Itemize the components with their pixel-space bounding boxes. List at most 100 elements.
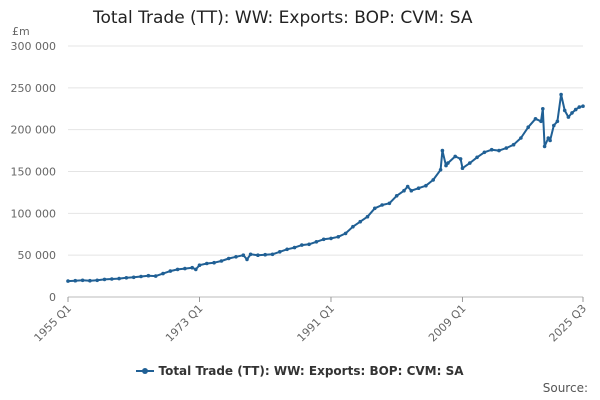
data-point[interactable] <box>314 240 319 244</box>
legend[interactable]: Total Trade (TT): WW: Exports: BOP: CVM:… <box>0 364 600 378</box>
data-point[interactable] <box>526 125 530 129</box>
data-point[interactable] <box>95 278 99 283</box>
data-point[interactable] <box>292 245 297 250</box>
y-axis: 0 50 000 100 000 150 000 200 000 250 000 300 0… <box>11 40 57 304</box>
data-point[interactable] <box>307 242 311 247</box>
data-point[interactable] <box>234 254 238 259</box>
data-point[interactable] <box>573 107 578 112</box>
data-point[interactable] <box>226 256 231 261</box>
data-point[interactable] <box>555 119 560 124</box>
data-point[interactable] <box>351 224 355 229</box>
y-tick-label: 250 000 <box>11 82 57 95</box>
data-point[interactable] <box>497 148 501 153</box>
data-point[interactable] <box>373 206 377 211</box>
data-point[interactable] <box>409 188 414 193</box>
data-point[interactable] <box>546 136 551 140</box>
data-point[interactable] <box>570 111 574 115</box>
x-tick-label: 1991 Q1 <box>295 302 338 345</box>
data-point[interactable] <box>245 257 249 262</box>
y-tick-label: 50 000 <box>18 249 57 262</box>
data-point[interactable] <box>80 278 85 283</box>
data-point[interactable] <box>542 144 547 149</box>
data-point[interactable] <box>336 235 341 239</box>
data-point[interactable] <box>468 161 472 165</box>
data-point[interactable] <box>548 138 552 143</box>
data-point[interactable] <box>552 123 556 128</box>
data-point[interactable] <box>241 253 246 257</box>
data-point[interactable] <box>343 231 348 236</box>
data-point[interactable] <box>219 259 224 263</box>
data-point[interactable] <box>444 163 448 168</box>
data-point[interactable] <box>183 266 187 271</box>
data-point[interactable] <box>416 186 421 190</box>
data-point[interactable] <box>285 247 289 252</box>
data-point[interactable] <box>460 166 465 170</box>
y-tick-label: 150 000 <box>11 166 57 179</box>
data-point[interactable] <box>424 183 428 188</box>
data-point[interactable] <box>533 117 538 121</box>
data-point[interactable] <box>581 104 585 108</box>
data-point[interactable] <box>194 267 198 272</box>
data-point[interactable] <box>278 250 282 254</box>
data-point[interactable] <box>139 274 143 279</box>
data-point[interactable] <box>248 252 253 257</box>
data-point[interactable] <box>539 119 543 124</box>
data-point[interactable] <box>212 260 216 265</box>
data-point[interactable] <box>329 236 333 241</box>
data-point[interactable] <box>102 277 107 282</box>
x-tick-label: 1955 Q1 <box>32 302 75 345</box>
data-point[interactable] <box>440 148 445 153</box>
data-point[interactable] <box>197 263 202 268</box>
data-point[interactable] <box>110 277 114 281</box>
data-point[interactable] <box>380 203 384 207</box>
data-point[interactable] <box>300 243 304 247</box>
data-point[interactable] <box>431 178 436 182</box>
data-point[interactable] <box>541 107 545 111</box>
data-point[interactable] <box>146 273 151 278</box>
data-point[interactable] <box>519 136 523 140</box>
data-point[interactable] <box>88 278 92 283</box>
grid-lines <box>68 45 583 298</box>
data-point[interactable] <box>256 253 260 257</box>
data-point[interactable] <box>458 157 463 161</box>
data-point[interactable] <box>489 147 494 152</box>
data-point[interactable] <box>504 146 509 150</box>
data-point[interactable] <box>190 265 194 270</box>
data-point[interactable] <box>358 219 363 224</box>
data-point[interactable] <box>453 154 458 159</box>
data-point[interactable] <box>387 201 392 206</box>
data-point[interactable] <box>559 92 563 97</box>
data-point[interactable] <box>321 237 326 242</box>
data-point[interactable] <box>562 108 567 113</box>
data-point[interactable] <box>124 276 129 280</box>
data-point[interactable] <box>475 155 479 160</box>
data-point[interactable] <box>577 105 582 109</box>
data-point[interactable] <box>153 274 158 278</box>
y-tick-label: 100 000 <box>11 207 57 220</box>
data-point[interactable] <box>73 278 78 283</box>
data-point[interactable] <box>175 267 180 272</box>
data-point[interactable] <box>161 271 165 276</box>
data-point[interactable] <box>402 188 406 193</box>
chart-title: Total Trade (TT): WW: Exports: BOP: CVM:… <box>93 8 473 28</box>
data-point[interactable] <box>394 194 399 198</box>
data-point[interactable] <box>511 142 516 147</box>
data-point[interactable] <box>131 275 136 280</box>
data-point[interactable] <box>205 261 209 266</box>
data-point[interactable] <box>168 269 173 273</box>
data-point[interactable] <box>405 184 410 189</box>
y-tick-label: 200 000 <box>11 124 57 137</box>
series-layer <box>66 92 585 283</box>
x-axis: 1955 Q1 1973 Q1 1991 Q1 2009 Q1 2025 Q3 <box>32 297 589 345</box>
series-line <box>67 93 584 283</box>
data-point[interactable] <box>263 252 268 257</box>
data-point[interactable] <box>566 115 571 119</box>
data-point[interactable] <box>270 252 275 257</box>
data-point[interactable] <box>365 214 370 219</box>
data-point[interactable] <box>446 161 450 165</box>
data-point[interactable] <box>66 279 70 283</box>
data-point[interactable] <box>438 168 443 172</box>
data-point[interactable] <box>482 150 487 155</box>
y-axis-unit: £m <box>12 25 30 38</box>
data-point[interactable] <box>117 276 121 281</box>
